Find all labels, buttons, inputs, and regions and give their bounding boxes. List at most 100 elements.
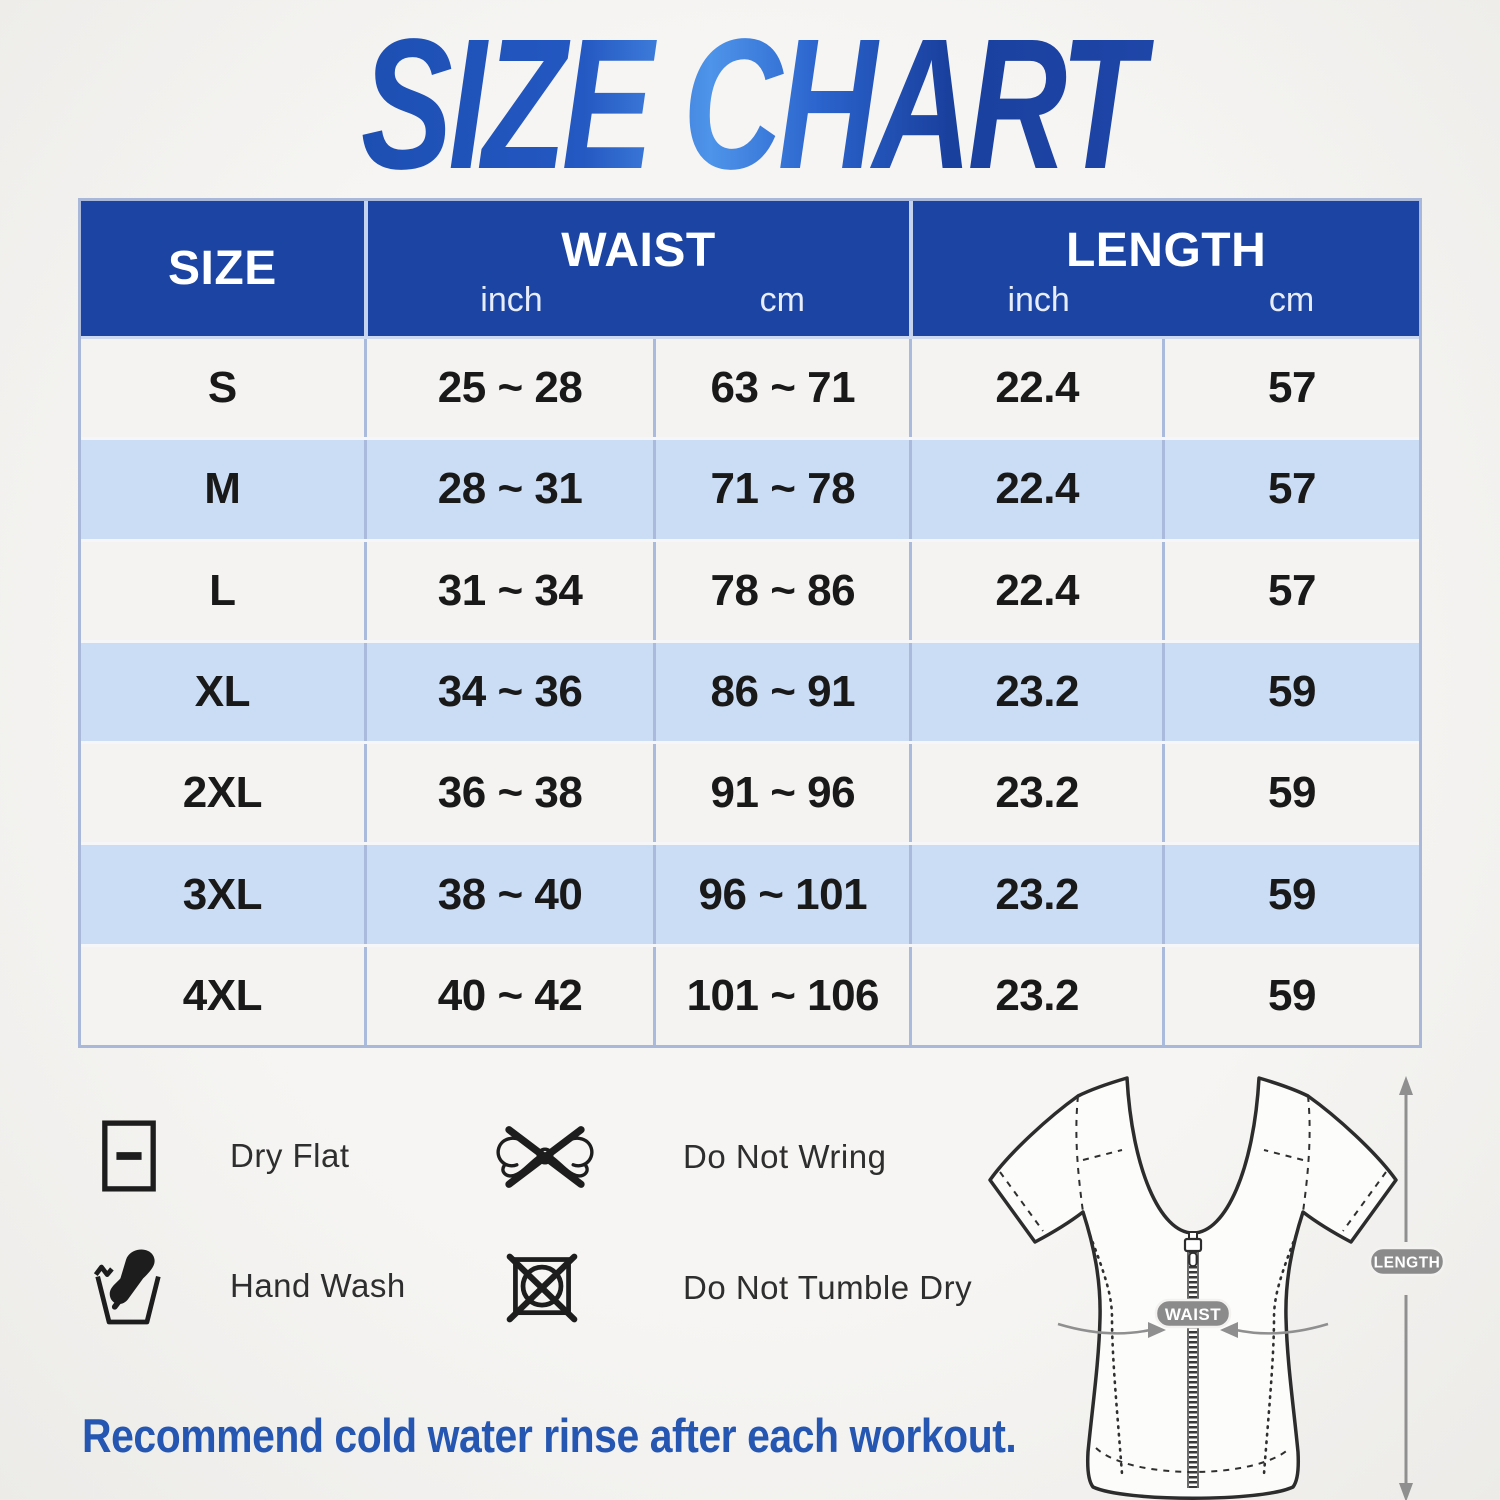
cell-value: 91 ~ 96 — [710, 768, 856, 818]
header-waist-label: WAIST — [561, 224, 716, 277]
cell-value: 38 ~ 40 — [437, 869, 583, 919]
do-not-wring-icon — [496, 1126, 594, 1188]
length-badge-label: LENGTH — [1374, 1255, 1441, 1272]
care-item-hand-wash: Hand Wash — [92, 1244, 406, 1328]
length-cm-cell: 57 — [1162, 541, 1419, 640]
care-label: Do Not Tumble Dry — [683, 1269, 973, 1306]
zipper — [1183, 1231, 1203, 1488]
length-arrow — [1399, 1076, 1413, 1500]
length-inch-cell: 23.2 — [909, 642, 1162, 742]
cell-value: 57 — [1268, 464, 1316, 514]
waist-cm-cell: 78 ~ 86 — [653, 541, 909, 640]
cell-value: 57 — [1268, 565, 1316, 615]
cell-value: 86 ~ 91 — [710, 666, 856, 716]
length-inch-cell: 22.4 — [909, 541, 1162, 640]
waist-arrows — [1057, 1322, 1329, 1338]
cell-value: 25 ~ 28 — [437, 363, 583, 413]
cell-value: 40 ~ 42 — [437, 970, 583, 1020]
cell-value: 23.2 — [995, 869, 1079, 919]
waist-inch-cell: 38 ~ 40 — [363, 845, 654, 944]
header-size: SIZE — [81, 201, 364, 336]
waist-cm-cell: 91 ~ 96 — [653, 744, 909, 843]
size-cell: 3XL — [81, 845, 364, 943]
bottom-note: Recommend cold water rinse after each wo… — [82, 1409, 1017, 1462]
title-text: SIZE CHART — [361, 18, 1155, 193]
waist-inch-cell: 25 ~ 28 — [363, 339, 654, 438]
cell-value: 101 ~ 106 — [686, 970, 880, 1020]
cell-value: L — [209, 565, 236, 615]
size-cell: XL — [81, 643, 364, 741]
cell-value: 36 ~ 38 — [437, 768, 583, 818]
size-cell: L — [81, 542, 364, 640]
table-row: M 28 ~ 31 71 ~ 78 22.4 57 — [81, 437, 1419, 539]
cell-value: 28 ~ 31 — [437, 464, 583, 514]
table-row: 4XL 40 ~ 42 101 ~ 106 23.2 59 — [81, 943, 1419, 1045]
length-cm-unit: cm — [1268, 281, 1315, 319]
cell-value: 96 ~ 101 — [698, 869, 868, 919]
cell-value: 23.2 — [995, 666, 1079, 716]
header-length-units: inch cm — [913, 283, 1419, 317]
length-cm-cell: 59 — [1162, 946, 1419, 1045]
length-cm-cell: 59 — [1162, 642, 1419, 742]
header-length: LENGTH inch cm — [909, 201, 1419, 336]
cell-value: 23.2 — [995, 768, 1079, 818]
header-length-label: LENGTH — [1065, 224, 1267, 277]
waist-badge: WAIST — [1154, 1298, 1232, 1329]
waist-inch-cell: 36 ~ 38 — [363, 744, 654, 843]
length-inch-cell: 22.4 — [909, 440, 1162, 539]
waist-cm-cell: 63 ~ 71 — [653, 339, 909, 438]
size-cell: M — [81, 440, 364, 538]
cell-value: 59 — [1268, 768, 1316, 818]
waist-cm-cell: 101 ~ 106 — [653, 946, 909, 1045]
cell-value: S — [207, 363, 237, 413]
dry-flat-icon — [102, 1120, 156, 1192]
cell-value: 22.4 — [995, 363, 1079, 413]
cell-value: 22.4 — [995, 565, 1079, 615]
waist-cm-cell: 96 ~ 101 — [653, 845, 909, 944]
cell-value: 78 ~ 86 — [710, 565, 856, 615]
care-label: Do Not Wring — [683, 1138, 887, 1175]
header-size-label: SIZE — [168, 242, 277, 295]
garment-princess-seams — [1088, 1233, 1298, 1476]
care-item-dry-flat: Dry Flat — [100, 1118, 350, 1194]
page-title: SIZE CHART — [0, 0, 1500, 208]
hand-wash-icon — [93, 1249, 161, 1325]
cell-value: 59 — [1268, 666, 1316, 716]
length-inch-cell: 23.2 — [909, 845, 1162, 944]
cell-value: 63 ~ 71 — [710, 363, 856, 413]
garment-diagram: WAIST LENGTH — [988, 1076, 1446, 1500]
size-cell: 4XL — [81, 947, 364, 1045]
waist-inch-unit: inch — [480, 281, 543, 319]
size-chart-table: SIZE WAIST inch cm LENGTH inch cm S 25 ~… — [78, 198, 1422, 1048]
table-row: L 31 ~ 34 78 ~ 86 22.4 57 — [81, 538, 1419, 640]
size-cell: 2XL — [81, 744, 364, 842]
cell-value: 23.2 — [995, 970, 1079, 1020]
length-inch-cell: 23.2 — [909, 744, 1162, 843]
cell-value: 3XL — [182, 869, 263, 919]
table-body: S 25 ~ 28 63 ~ 71 22.4 57 M 28 ~ 31 71 ~… — [81, 339, 1419, 1045]
cell-value: 59 — [1268, 970, 1316, 1020]
cell-value: XL — [194, 666, 251, 716]
length-badge: LENGTH — [1368, 1246, 1446, 1277]
waist-badge-label: WAIST — [1165, 1305, 1221, 1324]
table-header-row: SIZE WAIST inch cm LENGTH inch cm — [81, 201, 1419, 339]
care-item-do-not-tumble-dry: Do Not Tumble Dry — [505, 1251, 972, 1325]
header-waist: WAIST inch cm — [363, 201, 910, 336]
size-cell: S — [81, 339, 364, 437]
care-label: Dry Flat — [230, 1137, 350, 1174]
title-svg: SIZE CHART — [361, 0, 1159, 208]
care-label: Hand Wash — [230, 1267, 406, 1304]
waist-inch-cell: 31 ~ 34 — [363, 541, 654, 640]
waist-inch-cell: 40 ~ 42 — [363, 946, 654, 1045]
length-cm-cell: 57 — [1162, 339, 1419, 438]
waist-cm-unit: cm — [759, 281, 805, 319]
waist-inch-cell: 28 ~ 31 — [363, 440, 654, 539]
length-cm-cell: 59 — [1162, 744, 1419, 843]
length-inch-unit: inch — [1007, 281, 1070, 319]
cell-value: 4XL — [182, 970, 263, 1020]
waist-cm-cell: 71 ~ 78 — [653, 440, 909, 539]
cell-value: 31 ~ 34 — [437, 565, 583, 615]
cell-value: 59 — [1268, 869, 1316, 919]
cell-value: 57 — [1268, 363, 1316, 413]
cell-value: 34 ~ 36 — [437, 666, 583, 716]
